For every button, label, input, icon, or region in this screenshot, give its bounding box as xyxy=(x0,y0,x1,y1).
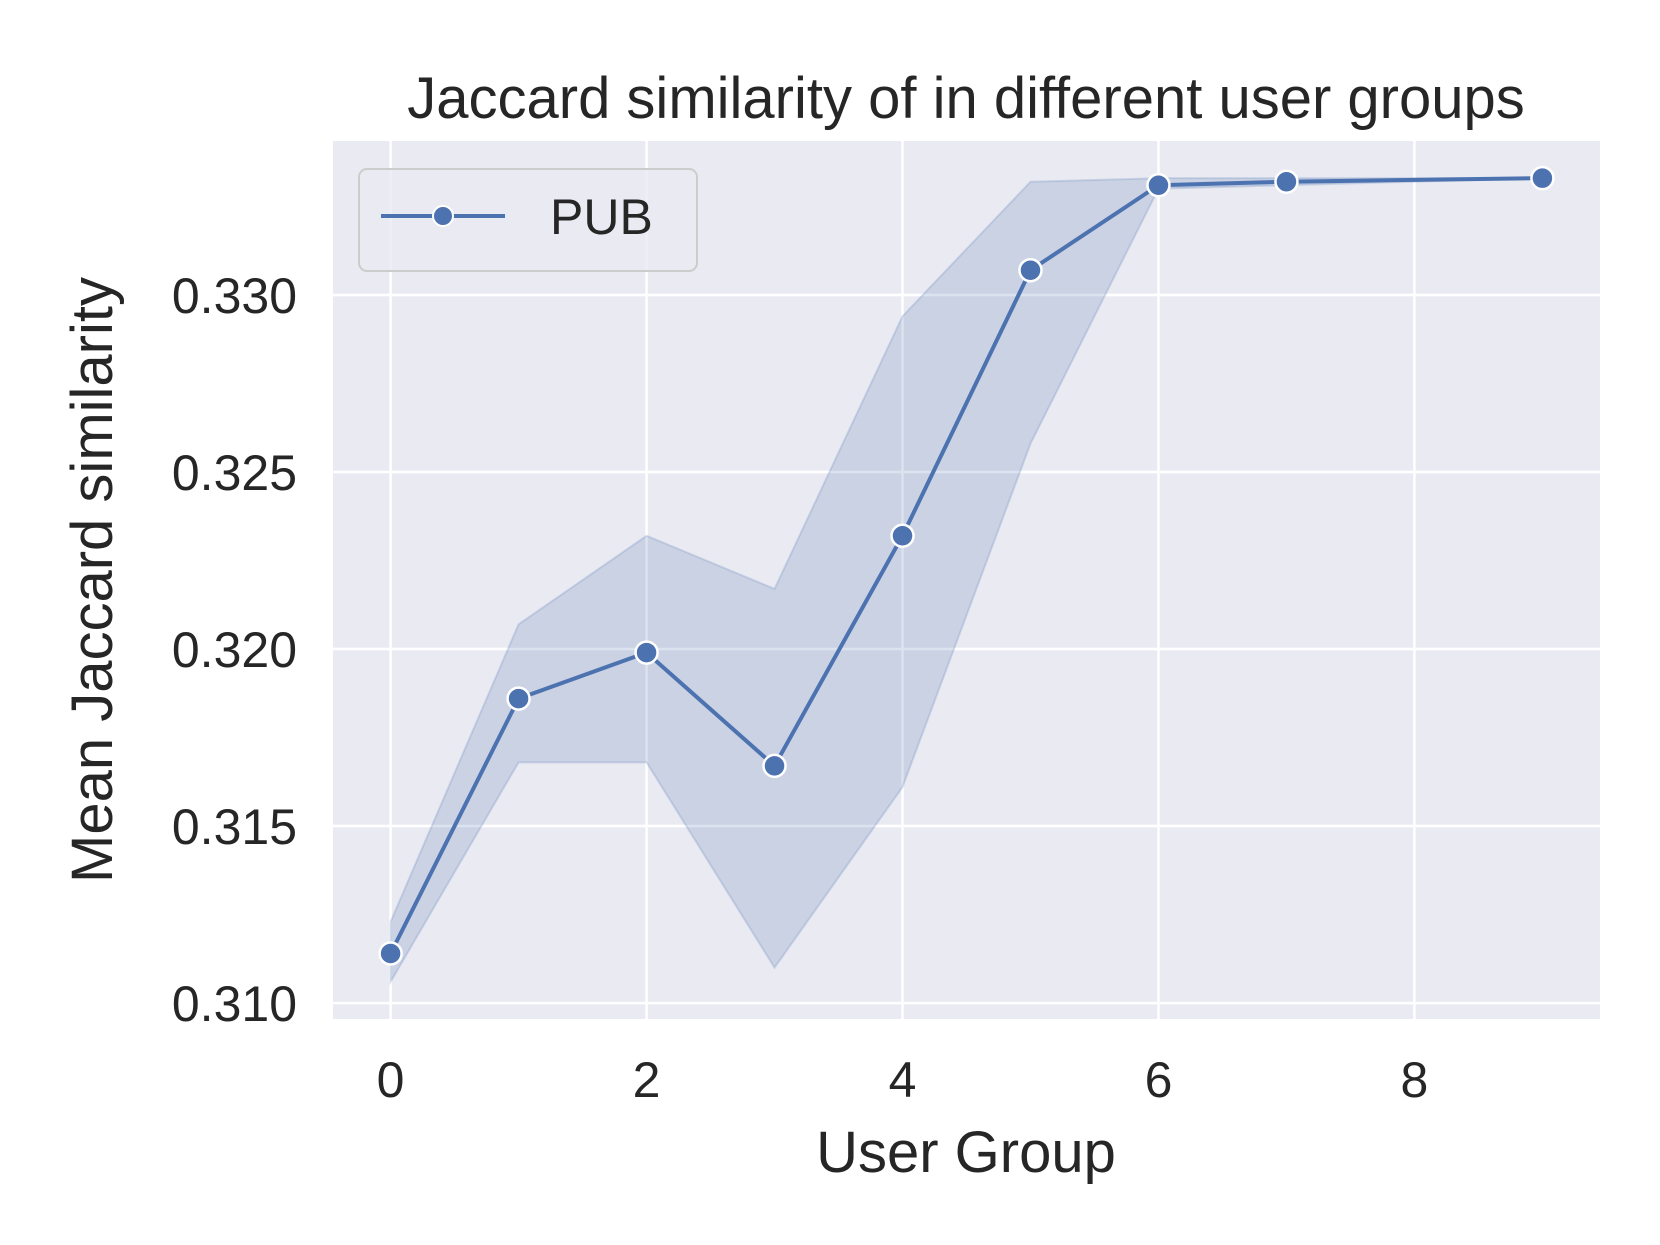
legend-box xyxy=(358,168,698,272)
y-tick-label: 0.320 xyxy=(172,622,297,678)
data-point xyxy=(378,941,403,966)
data-point xyxy=(1274,169,1299,194)
y-tick-label: 0.315 xyxy=(172,799,297,855)
x-tick-labels: 0 2 4 6 8 xyxy=(377,1052,1429,1108)
legend-marker-swatch xyxy=(432,205,454,227)
y-tick-labels: 0.310 0.315 0.320 0.325 0.330 xyxy=(172,268,297,1032)
data-point xyxy=(890,523,915,548)
x-axis-label: User Group xyxy=(816,1120,1116,1185)
x-tick-label: 2 xyxy=(633,1052,661,1108)
data-point xyxy=(762,753,787,779)
chart-title: Jaccard similarity of in different user … xyxy=(407,66,1525,131)
data-point xyxy=(1018,257,1043,283)
y-tick-label: 0.310 xyxy=(172,976,297,1032)
series-markers xyxy=(378,165,1555,966)
data-point xyxy=(506,686,531,711)
legend: PUB xyxy=(358,168,698,272)
y-tick-label: 0.330 xyxy=(172,268,297,324)
x-tick-label: 0 xyxy=(377,1052,405,1108)
grid-lines xyxy=(333,141,1600,1019)
y-axis-label: Mean Jaccard similarity xyxy=(60,277,125,883)
y-tick-label: 0.325 xyxy=(172,445,297,501)
legend-entry-label: PUB xyxy=(550,189,653,245)
data-point xyxy=(1530,165,1555,191)
plot-background xyxy=(333,141,1600,1019)
x-tick-label: 6 xyxy=(1145,1052,1173,1108)
data-point xyxy=(634,640,659,665)
x-tick-label: 4 xyxy=(889,1052,917,1108)
x-tick-label: 8 xyxy=(1401,1052,1429,1108)
data-point xyxy=(1146,173,1171,198)
